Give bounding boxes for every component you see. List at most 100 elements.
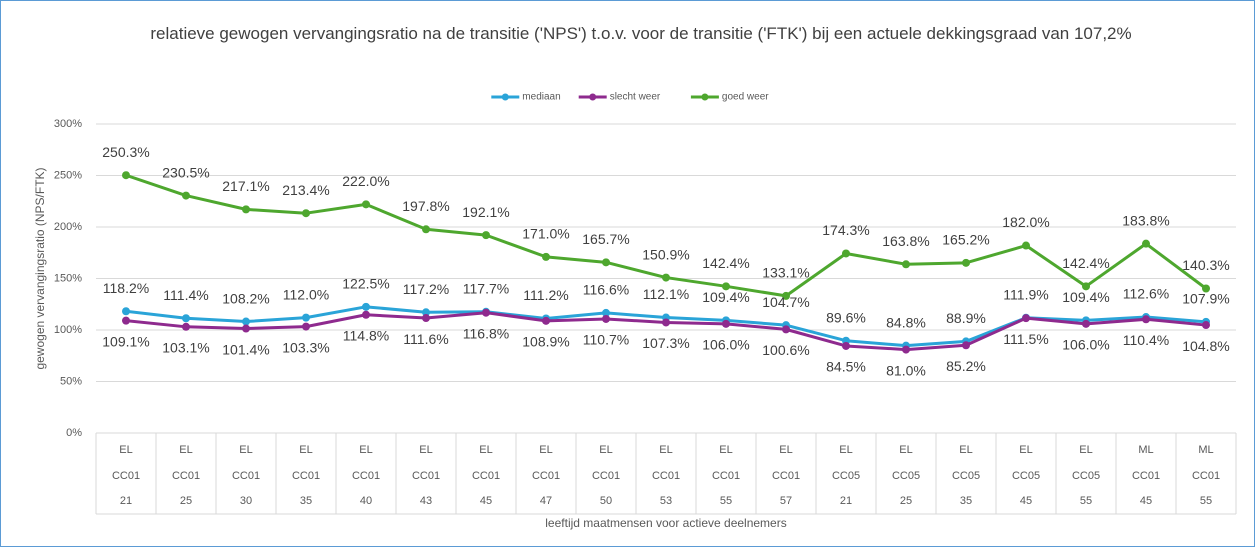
value-label: 150.9% xyxy=(642,246,689,262)
legend-marker xyxy=(589,93,597,101)
value-label: 222.0% xyxy=(342,173,389,189)
value-label: 111.4% xyxy=(163,287,208,303)
data-point xyxy=(962,341,970,350)
value-label: 140.3% xyxy=(1182,257,1229,273)
legend-marker xyxy=(501,93,509,101)
value-label: 192.1% xyxy=(462,204,509,220)
value-label: 111.9% xyxy=(1003,286,1048,302)
value-label: 111.5% xyxy=(1003,331,1048,347)
value-label: 104.8% xyxy=(1182,338,1229,354)
value-label: 112.0% xyxy=(283,286,329,302)
x-tick-label: CC05 xyxy=(892,470,920,482)
x-tick-label: CC01 xyxy=(532,470,560,482)
data-point xyxy=(662,273,670,282)
x-tick-label: CC01 xyxy=(352,470,380,482)
data-point xyxy=(602,314,610,323)
value-label: 133.1% xyxy=(762,265,809,281)
x-tick-label: EL xyxy=(479,444,492,456)
value-label: 103.1% xyxy=(162,340,209,356)
x-tick-label: CC01 xyxy=(112,470,140,482)
data-point xyxy=(842,341,850,350)
x-tick-label: CC01 xyxy=(232,470,260,482)
x-tick-label: EL xyxy=(899,444,912,456)
value-label: 107.9% xyxy=(1182,291,1229,307)
x-tick-label: EL xyxy=(239,444,252,456)
x-tick-label: 45 xyxy=(1020,495,1032,507)
x-tick-label: 35 xyxy=(960,495,972,507)
x-axis-label: leeftijd maatmensen voor actieve deelnem… xyxy=(545,516,786,530)
y-tick-label: 50% xyxy=(60,375,82,387)
chart-title: relatieve gewogen vervangingsratio na de… xyxy=(150,24,1132,43)
data-point xyxy=(242,317,250,326)
value-label: 122.5% xyxy=(342,276,389,292)
x-tick-label: EL xyxy=(719,444,732,456)
value-label: 163.8% xyxy=(882,233,929,249)
x-tick-label: 47 xyxy=(540,495,552,507)
value-label: 118.2% xyxy=(103,280,149,296)
legend-marker xyxy=(701,93,709,101)
x-tick-label: 57 xyxy=(780,495,792,507)
x-tick-label: CC01 xyxy=(592,470,620,482)
x-tick-label: EL xyxy=(599,444,612,456)
data-point xyxy=(1202,284,1210,293)
value-label: 88.9% xyxy=(946,310,986,326)
data-point xyxy=(302,209,310,218)
value-label: 109.4% xyxy=(1062,289,1109,305)
value-label: 107.3% xyxy=(642,335,689,351)
value-label: 165.7% xyxy=(582,231,629,247)
data-point xyxy=(902,260,910,269)
value-label: 117.7% xyxy=(463,280,509,296)
data-point xyxy=(602,258,610,267)
value-label: 106.0% xyxy=(1062,337,1109,353)
x-tick-label: 50 xyxy=(600,495,612,507)
x-tick-label: CC05 xyxy=(1012,470,1040,482)
value-label: 250.3% xyxy=(102,144,149,160)
value-label: 114.8% xyxy=(343,327,389,343)
x-tick-label: CC05 xyxy=(952,470,980,482)
x-tick-label: 55 xyxy=(720,495,732,507)
x-tick-label: EL xyxy=(659,444,672,456)
value-label: 142.4% xyxy=(702,255,749,271)
legend-label: mediaan xyxy=(522,92,560,103)
data-point xyxy=(1082,319,1090,328)
x-tick-label: EL xyxy=(839,444,852,456)
data-point xyxy=(962,258,970,267)
data-point xyxy=(1082,282,1090,291)
x-tick-label: 43 xyxy=(420,495,432,507)
y-tick-label: 0% xyxy=(66,427,82,439)
value-label: 84.5% xyxy=(826,359,866,375)
data-point xyxy=(182,322,190,331)
x-tick-label: CC01 xyxy=(292,470,320,482)
value-label: 111.2% xyxy=(523,287,568,303)
data-point xyxy=(242,324,250,333)
x-tick-label: EL xyxy=(779,444,792,456)
data-point xyxy=(782,291,790,300)
data-point xyxy=(482,308,490,317)
x-tick-label: EL xyxy=(959,444,972,456)
data-point xyxy=(1022,241,1030,250)
value-label: 197.8% xyxy=(402,198,449,214)
value-label: 111.6% xyxy=(403,331,448,347)
x-tick-label: 45 xyxy=(480,495,492,507)
x-tick-label: 40 xyxy=(360,495,372,507)
value-label: 182.0% xyxy=(1002,214,1049,230)
data-point xyxy=(422,314,430,323)
x-tick-label: EL xyxy=(539,444,552,456)
value-label: 89.6% xyxy=(826,309,866,325)
data-point xyxy=(302,322,310,331)
value-label: 142.4% xyxy=(1062,255,1109,271)
y-tick-label: 100% xyxy=(54,324,82,336)
x-tick-label: ML xyxy=(1138,444,1153,456)
data-point xyxy=(302,313,310,322)
value-label: 81.0% xyxy=(886,362,926,378)
data-point xyxy=(482,231,490,240)
value-label: 171.0% xyxy=(522,226,569,242)
x-tick-label: CC01 xyxy=(172,470,200,482)
x-tick-label: CC05 xyxy=(832,470,860,482)
value-label: 112.6% xyxy=(1123,286,1169,302)
data-point xyxy=(542,252,550,261)
value-label: 110.4% xyxy=(1123,332,1169,348)
x-tick-label: CC01 xyxy=(772,470,800,482)
y-tick-label: 300% xyxy=(54,118,82,130)
value-label: 116.8% xyxy=(463,325,509,341)
